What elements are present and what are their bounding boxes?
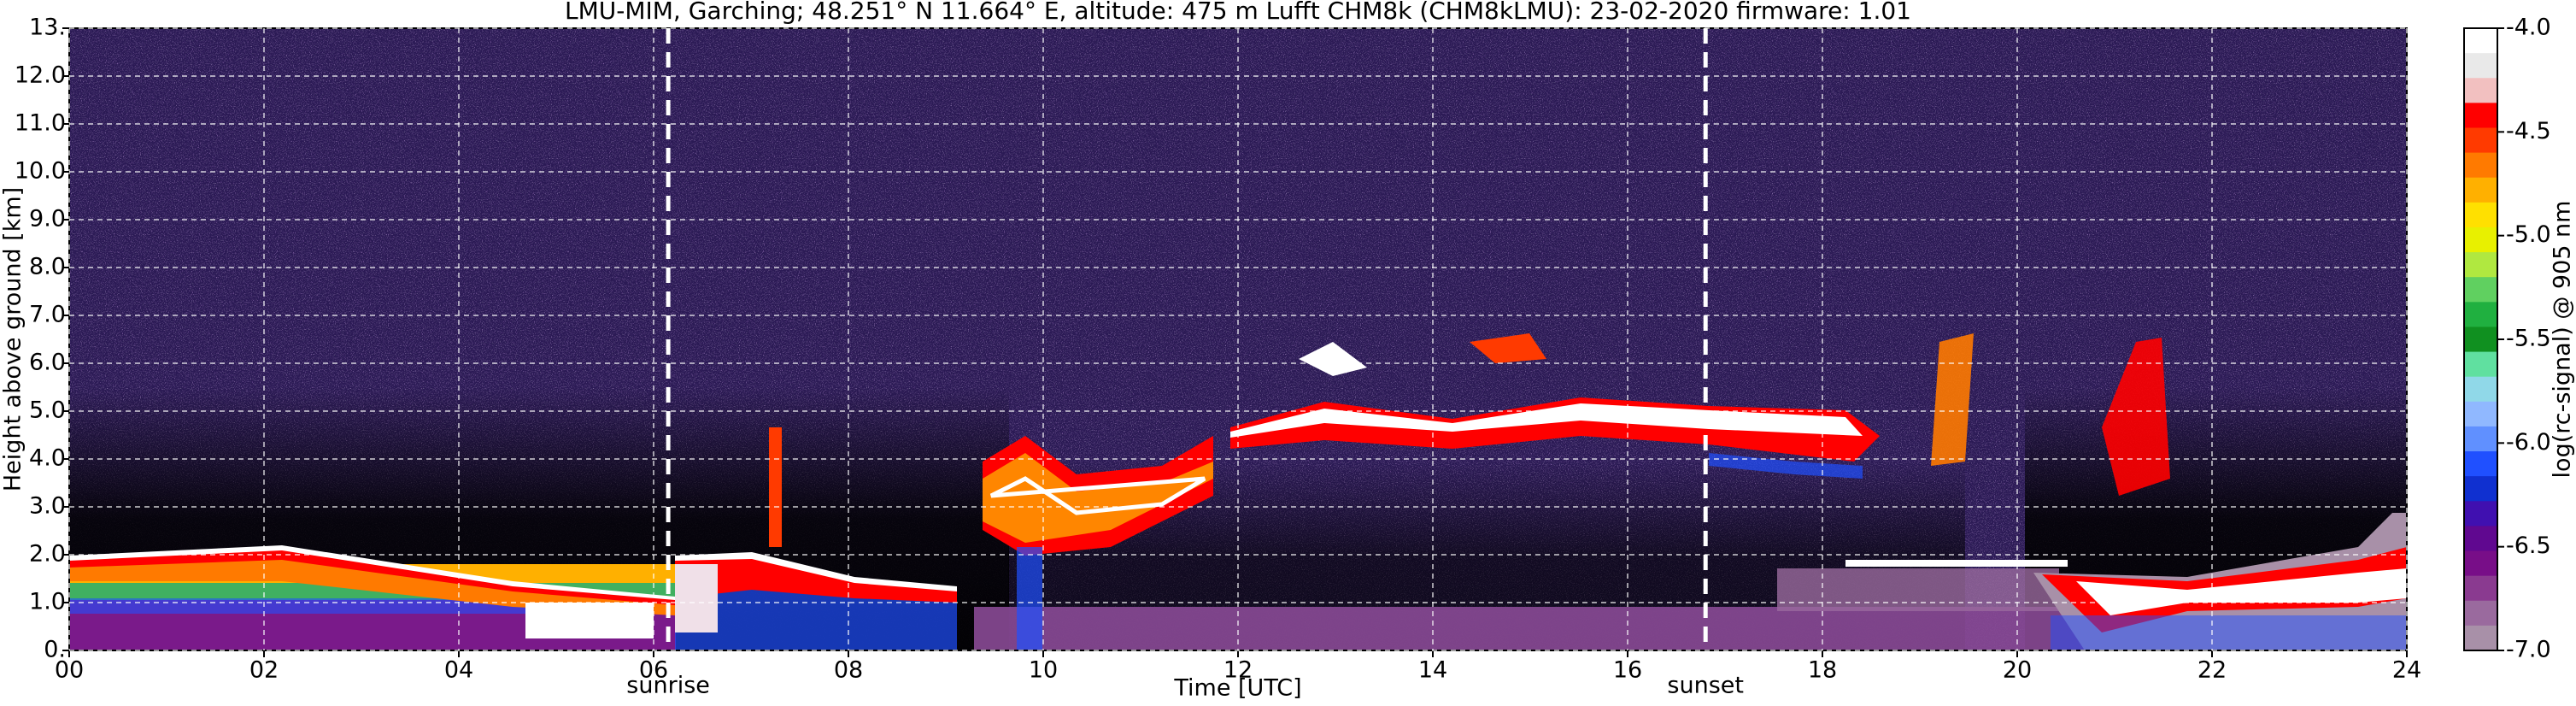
y-tick-label: 9.0 (29, 206, 66, 232)
colorbar-swatch (2464, 177, 2497, 203)
x-axis-label: Time [UTC] (1173, 675, 1301, 702)
colorbar-tick-label: -4.0 (2506, 15, 2551, 41)
colorbar-swatch (2464, 103, 2497, 128)
chart-title: LMU-MIM, Garching; 48.251° N 11.664° E, … (565, 0, 1911, 25)
y-tick-label: 8.0 (29, 254, 66, 280)
y-tick-label: 1.0 (29, 589, 66, 615)
colorbar-tick-label: -5.5 (2506, 326, 2551, 352)
colorbar-tick-label: -6.5 (2506, 532, 2551, 559)
colorbar-swatch (2464, 152, 2497, 179)
colorbar-swatch (2464, 625, 2497, 651)
x-tick-label: 12 (1223, 657, 1253, 684)
colorbar-swatch (2464, 401, 2497, 427)
y-tick-label: 11.0 (15, 110, 66, 137)
y-tick-label: 7.0 (29, 302, 66, 328)
colorbar-label: log(rc-signal) @ 905 nm (2550, 201, 2576, 479)
y-tick-label: 10.0 (15, 158, 66, 185)
colorbar-swatch (2464, 351, 2497, 378)
colorbar-swatch (2464, 53, 2497, 79)
colorbar-swatch (2464, 476, 2497, 502)
y-tick-label: 6.0 (29, 350, 66, 376)
colorbar-tick-label: -5.0 (2506, 221, 2551, 248)
y-tick-label: 12.0 (15, 62, 66, 89)
colorbar-tick-label: -7.0 (2506, 637, 2551, 663)
x-tick-label: 10 (1029, 657, 1058, 684)
x-tick-label: 14 (1418, 657, 1447, 684)
x-tick-label: 02 (249, 657, 279, 684)
colorbar-tick-label: -6.0 (2506, 429, 2551, 456)
y-tick-label: 2.0 (29, 541, 66, 568)
colorbar-swatch (2464, 252, 2497, 278)
colorbar-swatch (2464, 426, 2497, 452)
x-tick-label: 08 (834, 657, 863, 684)
colorbar-swatch (2464, 277, 2497, 303)
x-tick-label: 16 (1613, 657, 1642, 684)
colorbar-swatch (2464, 526, 2497, 552)
x-tick-label: 04 (444, 657, 473, 684)
colorbar-swatch (2464, 28, 2497, 54)
colorbar-swatch (2464, 78, 2497, 103)
annotation-label: sunset (1667, 673, 1744, 699)
x-tick-label: 22 (2198, 657, 2227, 684)
annotation-label: sunrise (626, 673, 710, 699)
colorbar-swatch (2464, 501, 2497, 527)
x-tick-label: 18 (1808, 657, 1837, 684)
x-tick-label: 24 (2392, 657, 2421, 684)
colorbar-swatch (2464, 327, 2497, 353)
y-tick-label: 5.0 (29, 397, 66, 424)
colorbar-tick-label: -4.5 (2506, 118, 2551, 144)
colorbar-swatch (2464, 302, 2497, 327)
colorbar-swatch (2464, 575, 2497, 602)
y-tick-label: 13. (29, 15, 66, 41)
x-tick-label: 20 (2003, 657, 2032, 684)
colorbar-swatch (2464, 202, 2497, 228)
colorbar-swatch (2464, 227, 2497, 253)
colorbar-swatch (2464, 127, 2497, 154)
y-tick-label: 0. (44, 637, 66, 663)
x-tick-label: 06 (639, 657, 668, 684)
colorbar-swatch (2464, 451, 2497, 477)
x-tick-label: 00 (55, 657, 84, 684)
colorbar-swatch (2464, 600, 2497, 627)
y-tick-label: 4.0 (29, 445, 66, 472)
y-tick-label: 3.0 (29, 493, 66, 520)
y-axis-label: Height above ground [km] (0, 187, 26, 491)
colorbar-swatch (2464, 550, 2497, 577)
colorbar-swatch (2464, 376, 2497, 403)
